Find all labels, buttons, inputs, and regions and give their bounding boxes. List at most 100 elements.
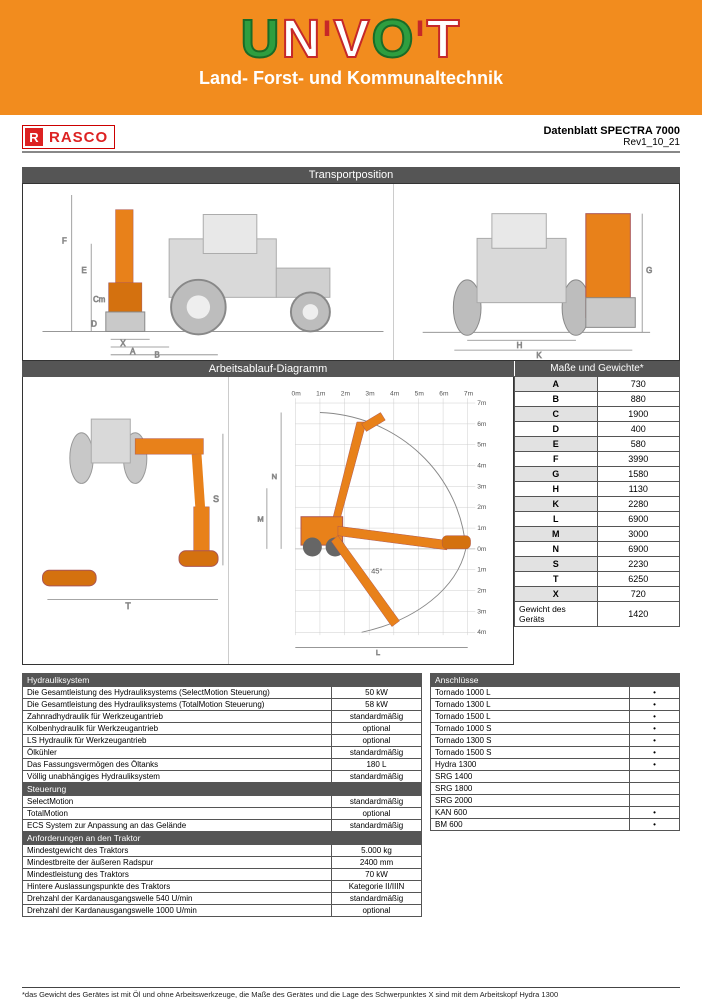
spec-label: Drehzahl der Kardanausgangswelle 540 U/m… bbox=[23, 893, 332, 905]
svg-text:6m: 6m bbox=[439, 390, 449, 397]
doc-header: R RASCO Datenblatt SPECTRA 7000 Rev1_10_… bbox=[22, 125, 680, 153]
svg-text:1m: 1m bbox=[477, 525, 487, 532]
svg-text:K: K bbox=[537, 351, 543, 360]
transport-side-view: F E Cm X A B D bbox=[23, 184, 394, 360]
logo-dot: i bbox=[416, 19, 427, 39]
spec-value: optional bbox=[332, 723, 422, 735]
spec-value: 2400 mm bbox=[332, 857, 422, 869]
spec-group-header: Anforderungen an den Traktor bbox=[23, 832, 422, 845]
attachment-mark bbox=[630, 771, 680, 783]
attachment-mark: • bbox=[630, 735, 680, 747]
dim-val: 580 bbox=[597, 437, 680, 452]
attachment-mark bbox=[630, 783, 680, 795]
transport-rear-view: G H K bbox=[394, 184, 679, 360]
brand-banner: UNiVOiT Land- Forst- und Kommunaltechnik bbox=[0, 0, 702, 115]
attachment-mark: • bbox=[630, 711, 680, 723]
dimensions-column: Maße und Gewichte* A730B880C1900D400E580… bbox=[514, 361, 680, 665]
svg-text:G: G bbox=[646, 266, 652, 275]
dim-val: 6900 bbox=[597, 542, 680, 557]
spec-label: Ölkühler bbox=[23, 747, 332, 759]
section-bar-diagram: Arbeitsablauf-Diagramm bbox=[22, 361, 514, 377]
dim-key: A bbox=[515, 377, 598, 392]
dim-key: S bbox=[515, 557, 598, 572]
attachment-name: SRG 1400 bbox=[431, 771, 630, 783]
dim-val: 6900 bbox=[597, 512, 680, 527]
dim-val: 1900 bbox=[597, 407, 680, 422]
svg-text:2m: 2m bbox=[477, 504, 487, 511]
svg-text:1m: 1m bbox=[316, 390, 326, 397]
spec-label: Mindestgewicht des Traktors bbox=[23, 845, 332, 857]
svg-text:5m: 5m bbox=[477, 442, 487, 449]
svg-text:3m: 3m bbox=[477, 608, 487, 615]
spec-label: ECS System zur Anpassung an das Gelände bbox=[23, 820, 332, 832]
doc-title-block: Datenblatt SPECTRA 7000 Rev1_10_21 bbox=[543, 125, 680, 148]
spec-value: standardmäßig bbox=[332, 771, 422, 783]
diagram-rear-reach: S T bbox=[23, 377, 229, 664]
rasco-icon: R bbox=[25, 128, 43, 146]
attachment-mark: • bbox=[630, 687, 680, 699]
mid-row: Arbeitsablauf-Diagramm bbox=[22, 361, 680, 665]
specs-row: HydrauliksystemDie Gesamtleistung des Hy… bbox=[22, 673, 680, 917]
dim-key: X bbox=[515, 587, 598, 602]
spec-value: standardmäßig bbox=[332, 711, 422, 723]
svg-text:4m: 4m bbox=[390, 390, 400, 397]
footnote: *das Gewicht des Gerätes ist mit Öl und … bbox=[22, 988, 680, 999]
dims-header: Maße und Gewichte* bbox=[515, 361, 680, 377]
spec-value: optional bbox=[332, 808, 422, 820]
dim-key: E bbox=[515, 437, 598, 452]
dim-key: H bbox=[515, 482, 598, 497]
attachment-mark: • bbox=[630, 699, 680, 711]
svg-text:6m: 6m bbox=[477, 421, 487, 428]
attachment-name: KAN 600 bbox=[431, 807, 630, 819]
spec-label: SelectMotion bbox=[23, 796, 332, 808]
spec-label: Mindestbreite der äußeren Radspur bbox=[23, 857, 332, 869]
attachment-name: Tornado 1300 L bbox=[431, 699, 630, 711]
svg-text:4m: 4m bbox=[477, 462, 487, 469]
svg-text:N: N bbox=[271, 472, 276, 481]
spec-group-header: Hydrauliksystem bbox=[23, 674, 422, 687]
logo-letter: T bbox=[427, 9, 462, 69]
spec-value: Kategorie II/IIIN bbox=[332, 881, 422, 893]
spec-label: LS Hydraulik für Werkzeugantrieb bbox=[23, 735, 332, 747]
logo-letter: U bbox=[240, 9, 281, 69]
dim-val: 2230 bbox=[597, 557, 680, 572]
svg-text:L: L bbox=[376, 648, 380, 657]
logo-dot: i bbox=[322, 19, 333, 39]
attachment-name: Tornado 1300 S bbox=[431, 735, 630, 747]
svg-text:0m: 0m bbox=[291, 390, 301, 397]
spec-value: 180 L bbox=[332, 759, 422, 771]
dim-val: 2280 bbox=[597, 497, 680, 512]
attachment-mark: • bbox=[630, 819, 680, 831]
dim-key: L bbox=[515, 512, 598, 527]
tagline: Land- Forst- und Kommunaltechnik bbox=[0, 68, 702, 89]
spec-value: 58 kW bbox=[332, 699, 422, 711]
attachment-mark: • bbox=[630, 807, 680, 819]
rasco-name: RASCO bbox=[49, 129, 108, 146]
weight-value: 1420 bbox=[597, 602, 680, 627]
logo-text: UNiVOiT bbox=[0, 8, 702, 70]
svg-text:3m: 3m bbox=[365, 390, 375, 397]
svg-text:Cm: Cm bbox=[93, 295, 105, 304]
manufacturer-logo: R RASCO bbox=[22, 125, 115, 149]
spec-right-table: AnschlüsseTornado 1000 L•Tornado 1300 L•… bbox=[430, 673, 680, 831]
attachment-name: Tornado 1000 L bbox=[431, 687, 630, 699]
doc-rev: Rev1_10_21 bbox=[543, 137, 680, 148]
spec-label: Zahnradhydraulik für Werkzeugantrieb bbox=[23, 711, 332, 723]
svg-text:45°: 45° bbox=[371, 567, 382, 576]
spec-left: HydrauliksystemDie Gesamtleistung des Hy… bbox=[22, 673, 422, 917]
svg-text:D: D bbox=[91, 320, 97, 329]
reach-side-svg: 0m1m2m3m4m5m6m7m 7m6m5m4m3m2m1m0m1m2m3m4… bbox=[229, 377, 513, 664]
spec-value: standardmäßig bbox=[332, 796, 422, 808]
weight-label: Gewicht des Geräts bbox=[515, 602, 598, 627]
logo-letter: N bbox=[281, 9, 322, 69]
dim-key: D bbox=[515, 422, 598, 437]
spec-group-header: Steuerung bbox=[23, 783, 422, 796]
attachment-name: Tornado 1500 L bbox=[431, 711, 630, 723]
spec-group-header: Anschlüsse bbox=[431, 674, 680, 687]
dim-key: G bbox=[515, 467, 598, 482]
attachment-mark bbox=[630, 795, 680, 807]
dim-val: 3000 bbox=[597, 527, 680, 542]
svg-text:2m: 2m bbox=[477, 587, 487, 594]
attachment-name: SRG 2000 bbox=[431, 795, 630, 807]
spec-label: Das Fassungsvermögen des Öltanks bbox=[23, 759, 332, 771]
